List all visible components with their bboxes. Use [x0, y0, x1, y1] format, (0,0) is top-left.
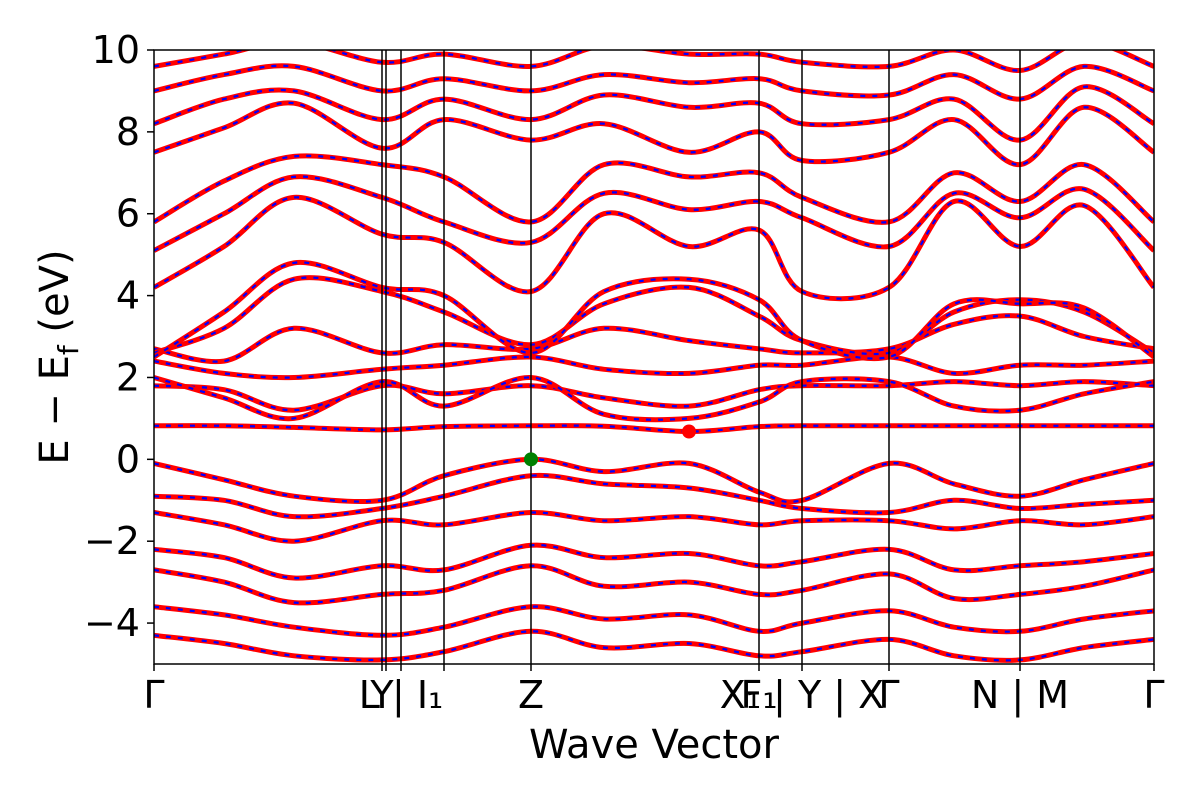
y-axis-title: E − Ef (eV): [32, 249, 85, 464]
x-tick-label-3: L | I₁: [359, 673, 444, 718]
kpoint-lines-layer: [381, 50, 1021, 664]
y-tick-label-1: −2: [84, 519, 140, 563]
band-overlay-6: [154, 630, 1154, 662]
y-tick-label-4: 4: [116, 274, 140, 318]
band-line-17: [154, 100, 1154, 168]
band-overlay-9: [154, 376, 1154, 421]
band-overlay-3: [154, 544, 1154, 580]
band-overlay-1: [154, 474, 1154, 518]
band-line-11: [154, 313, 1154, 365]
x-tick-label-6: F₁: [740, 673, 777, 717]
bands-layer: [154, 50, 1154, 663]
band-overlay-8: [154, 380, 1154, 412]
band-overlay-5: [154, 605, 1154, 637]
band-line-14: [154, 194, 1154, 302]
cbm-marker: [682, 424, 696, 439]
x-tick-label-0: Γ: [143, 673, 164, 717]
y-axis-title-unit: (eV): [32, 249, 78, 345]
band-overlay-13: [154, 261, 1154, 360]
x-tick-label-5: Z: [518, 673, 544, 717]
x-tick-label-7: X₁ | Y | X: [720, 673, 884, 718]
y-ticks-layer: −4 −2 0 2 4 6 8 10: [84, 28, 154, 645]
band-line-5: [154, 604, 1154, 638]
y-tick-label-7: 10: [92, 28, 140, 72]
band-line-4: [154, 563, 1154, 606]
y-tick-label-3: 2: [116, 355, 140, 399]
markers-layer: [524, 424, 696, 467]
band-line-0: [154, 456, 1154, 505]
band-overlay-2: [154, 511, 1154, 543]
y-tick-label-5: 6: [116, 192, 140, 236]
band-line-7: [154, 423, 1154, 435]
band-overlay-12: [154, 276, 1154, 356]
x-tick-label-8: Γ: [878, 673, 899, 717]
y-axis-title-main: E − E: [32, 355, 78, 465]
band-line-15: [154, 174, 1154, 253]
y-tick-label-6: 8: [116, 110, 140, 154]
x-tick-label-9: N | M: [971, 673, 1069, 718]
vbm-marker: [524, 452, 538, 467]
band-overlay-18: [154, 85, 1154, 142]
y-axis-title-sub: f: [52, 344, 85, 355]
y-tick-label-0: −4: [84, 601, 140, 645]
band-line-10: [154, 354, 1154, 381]
band-overlay-16: [154, 154, 1154, 224]
x-axis-title: Wave Vector: [529, 722, 780, 768]
band-overlay-0: [154, 458, 1154, 503]
band-overlay-20: [154, 50, 1154, 72]
band-overlay-19: [154, 64, 1154, 101]
band-line-8: [154, 379, 1154, 413]
band-line-3: [154, 542, 1154, 581]
x-tick-label-1: Y: [369, 673, 394, 717]
x-tick-label-10: Γ: [1143, 673, 1164, 717]
y-tick-label-2: 0: [116, 437, 140, 481]
band-overlay-4: [154, 564, 1154, 605]
band-overlay-11: [154, 314, 1154, 363]
plot-frame: [153, 49, 1155, 665]
